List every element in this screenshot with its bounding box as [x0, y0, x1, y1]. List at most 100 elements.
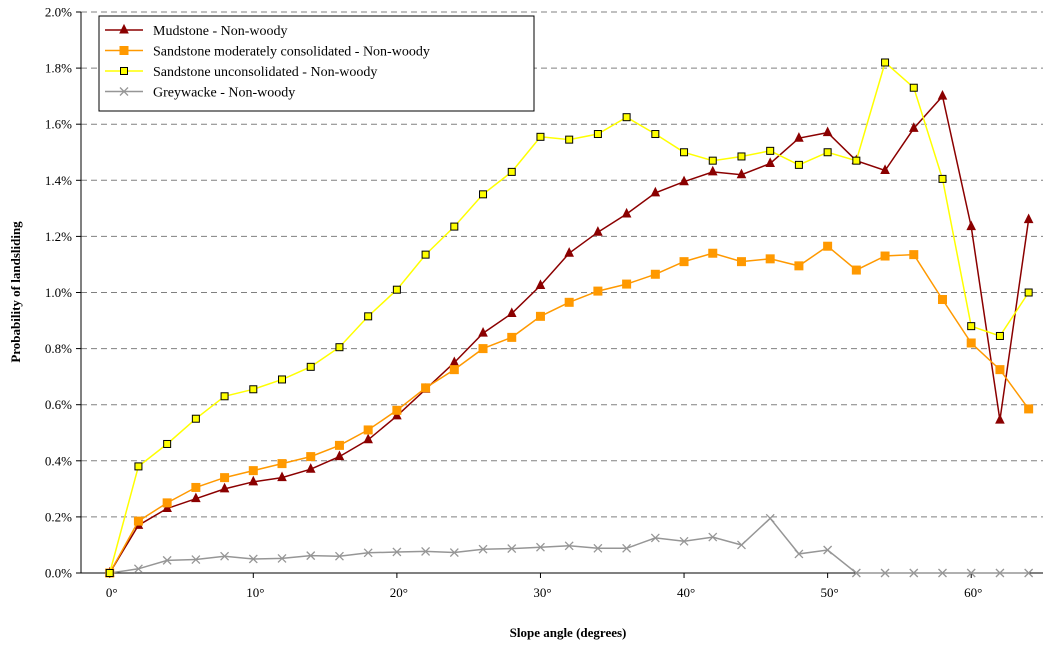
data-point	[120, 67, 128, 75]
data-point	[995, 365, 1005, 375]
data-point	[220, 473, 230, 483]
data-point	[364, 312, 373, 321]
data-point-stroke	[1024, 568, 1034, 578]
data-point	[937, 295, 947, 305]
data-point	[248, 475, 259, 486]
data-point-stroke	[449, 548, 459, 557]
data-point	[880, 164, 890, 174]
data-point-stroke	[421, 546, 431, 556]
data-point-stroke	[909, 568, 919, 578]
data-point	[220, 392, 229, 401]
data-point	[119, 46, 129, 55]
data-point	[163, 439, 172, 448]
data-point	[880, 568, 890, 578]
y-tick-label: 0.6%	[45, 397, 72, 412]
data-point	[306, 551, 316, 561]
data-point	[765, 254, 775, 264]
x-tick-label: 20°	[390, 585, 408, 600]
data-point	[823, 148, 832, 157]
data-point-stroke	[593, 543, 603, 553]
data-point	[593, 286, 603, 296]
data-point-stroke	[564, 541, 574, 551]
data-point-stroke	[794, 549, 804, 559]
data-point-stroke	[507, 544, 517, 554]
data-point-stroke	[248, 554, 258, 564]
data-point	[278, 375, 287, 384]
data-point-stroke	[938, 568, 947, 578]
data-point	[622, 279, 632, 289]
data-point	[421, 383, 431, 393]
data-point	[966, 220, 977, 231]
series-3	[105, 513, 1034, 578]
data-point	[305, 463, 316, 473]
data-point	[794, 132, 804, 142]
data-series	[104, 58, 1034, 578]
data-point	[765, 157, 776, 167]
data-point	[191, 555, 201, 564]
data-point	[334, 450, 345, 461]
y-tick-label: 0.0%	[45, 566, 72, 581]
data-point	[334, 440, 344, 450]
data-point-stroke	[765, 513, 775, 523]
x-tick-label: 0°	[106, 585, 118, 600]
y-tick-label: 1.6%	[45, 117, 72, 132]
data-point-stroke	[880, 568, 890, 578]
data-point	[794, 549, 804, 559]
data-point-stroke	[823, 545, 833, 555]
data-point	[1023, 213, 1034, 224]
data-point-stroke	[708, 532, 718, 542]
series-line	[109, 245, 1030, 574]
data-point	[220, 551, 230, 561]
data-point	[766, 146, 775, 155]
data-point	[708, 248, 718, 258]
data-point	[134, 462, 143, 471]
data-point-stroke	[220, 551, 230, 561]
data-point	[564, 247, 574, 257]
data-point	[823, 241, 833, 251]
x-tick-label: 30°	[533, 585, 551, 600]
data-point	[105, 569, 114, 577]
data-point	[478, 344, 488, 354]
data-point-stroke	[966, 568, 976, 578]
data-point-stroke	[995, 568, 1005, 578]
data-point	[219, 482, 230, 493]
data-point	[248, 466, 258, 476]
data-point	[938, 568, 947, 578]
data-point	[506, 307, 517, 318]
data-point	[507, 332, 517, 342]
data-point-stroke	[363, 548, 373, 558]
data-point-stroke	[679, 536, 689, 546]
data-point	[736, 257, 746, 267]
data-point	[995, 414, 1005, 424]
data-point	[450, 222, 459, 231]
data-point	[650, 186, 661, 197]
legend-box	[98, 15, 535, 112]
data-point	[191, 414, 200, 423]
y-tick-label: 2.0%	[45, 5, 72, 20]
data-point	[277, 471, 287, 482]
data-point	[363, 433, 373, 444]
x-tick-label: 10°	[246, 585, 264, 600]
data-point-stroke	[133, 564, 143, 574]
data-point-stroke	[191, 555, 201, 564]
data-point	[449, 548, 459, 557]
data-point	[794, 160, 803, 169]
data-point	[938, 174, 947, 183]
data-point	[593, 226, 603, 236]
data-point	[765, 513, 775, 523]
data-point	[277, 459, 287, 469]
data-point	[707, 165, 718, 176]
data-point	[507, 167, 516, 176]
data-point	[248, 554, 258, 564]
legend-label: Greywacke - Non-woody	[153, 86, 295, 101]
data-point	[881, 58, 890, 67]
data-point	[1024, 404, 1034, 414]
data-point	[392, 285, 401, 294]
data-point	[622, 543, 632, 553]
grid-lines	[81, 11, 1043, 518]
data-point	[679, 536, 689, 546]
legend-label: Mudstone - Non-woody	[153, 24, 288, 39]
data-point	[593, 543, 603, 553]
data-point	[823, 545, 833, 555]
